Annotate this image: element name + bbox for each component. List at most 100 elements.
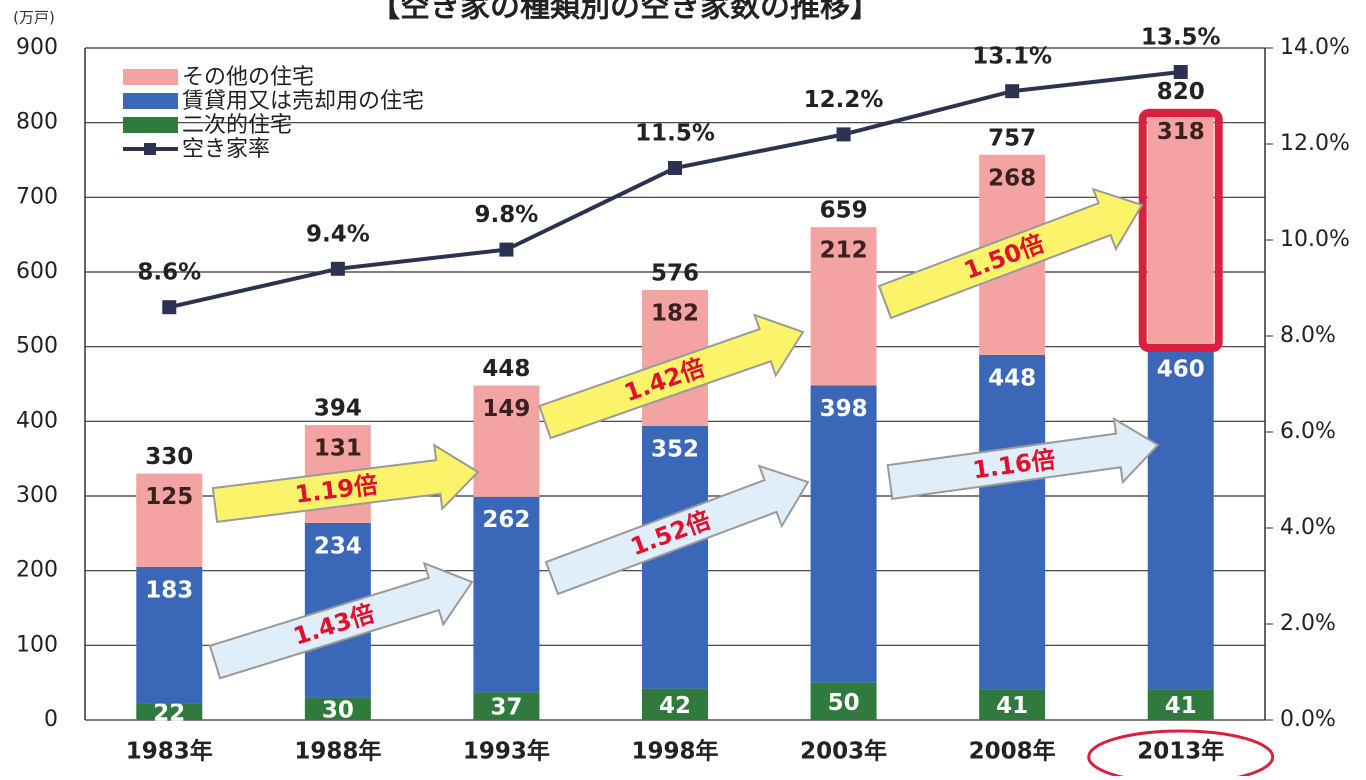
arrow-shape bbox=[208, 561, 474, 680]
rate-marker bbox=[330, 261, 345, 276]
y-tick-label: 600 bbox=[16, 259, 58, 284]
bar-value-label: 42 bbox=[659, 693, 691, 719]
rate-marker bbox=[1005, 84, 1020, 99]
bar-segment bbox=[1147, 689, 1214, 720]
rate-label: 9.4% bbox=[306, 221, 370, 247]
bar-value-label: 318 bbox=[1157, 119, 1205, 145]
rate-label: 13.1% bbox=[972, 44, 1052, 70]
legend-swatch bbox=[123, 69, 178, 85]
x-tick-label: 1988年 bbox=[294, 738, 381, 765]
bar-value-label: 22 bbox=[153, 700, 185, 726]
legend-marker bbox=[144, 143, 156, 155]
arrow-shape bbox=[211, 443, 480, 523]
y2-tick-label: 0.0% bbox=[1280, 707, 1336, 732]
legend-swatch bbox=[123, 93, 178, 109]
bar-value-label: 448 bbox=[988, 365, 1036, 391]
bar-segment bbox=[136, 703, 203, 720]
total-label: 448 bbox=[482, 356, 530, 382]
highlight-ellipse bbox=[1087, 729, 1275, 780]
x-tick-label: 1993年 bbox=[463, 738, 550, 765]
total-label: 394 bbox=[314, 396, 362, 422]
arrow-shape bbox=[538, 313, 805, 440]
bar-value-label: 182 bbox=[651, 300, 699, 326]
rate-label: 11.5% bbox=[635, 121, 715, 147]
bar-value-label: 149 bbox=[482, 396, 530, 422]
chart-title: 【空き家の種類別の空き家数の推移】 bbox=[370, 0, 880, 25]
bar-segment bbox=[473, 385, 540, 497]
bar-segment bbox=[810, 682, 877, 720]
arrow-shape bbox=[544, 464, 810, 596]
y-tick-label: 500 bbox=[16, 334, 58, 359]
arrow-shape bbox=[886, 416, 1160, 500]
rate-marker bbox=[162, 300, 177, 315]
bar-value-label: 262 bbox=[482, 507, 530, 533]
arrow-shape bbox=[877, 187, 1144, 320]
total-label: 330 bbox=[145, 444, 193, 470]
legend-label: その他の住宅 bbox=[182, 65, 314, 90]
bar-value-label: 183 bbox=[145, 577, 193, 603]
total-label: 576 bbox=[651, 260, 699, 286]
bar-value-label: 37 bbox=[490, 695, 522, 721]
bar-value-label: 460 bbox=[1157, 356, 1205, 382]
bar-value-label: 50 bbox=[828, 690, 860, 716]
rate-label: 13.5% bbox=[1141, 25, 1221, 51]
legend-label: 空き家率 bbox=[182, 137, 270, 162]
bar-segment bbox=[810, 227, 877, 386]
total-label: 757 bbox=[988, 125, 1036, 151]
y-axis-label: (万戸) bbox=[13, 9, 55, 27]
bar-segment bbox=[1147, 108, 1214, 346]
legend-label: 賃貸用又は売却用の住宅 bbox=[182, 89, 424, 114]
rate-label: 12.2% bbox=[804, 87, 884, 113]
y2-tick-label: 4.0% bbox=[1280, 515, 1336, 540]
bar-value-label: 398 bbox=[820, 396, 868, 422]
bar-segment bbox=[979, 689, 1046, 720]
rate-label: 9.8% bbox=[475, 202, 539, 228]
rate-label: 8.6% bbox=[137, 260, 201, 286]
highlight-box bbox=[1138, 109, 1223, 352]
bar-segment bbox=[136, 473, 203, 567]
y-tick-label: 900 bbox=[16, 35, 58, 60]
y-tick-label: 100 bbox=[16, 632, 58, 657]
bar-value-label: 352 bbox=[651, 436, 699, 462]
bar-value-label: 41 bbox=[996, 693, 1028, 719]
rate-marker bbox=[499, 242, 514, 257]
growth-arrow: 1.16倍 bbox=[886, 416, 1160, 500]
bar-segment bbox=[473, 692, 540, 720]
bar-segment bbox=[979, 354, 1046, 690]
legend-label: 二次的住宅 bbox=[182, 113, 292, 138]
bar-segment bbox=[810, 385, 877, 683]
y-tick-label: 400 bbox=[16, 408, 58, 433]
x-tick-label: 1983年 bbox=[126, 738, 213, 765]
y2-tick-label: 10.0% bbox=[1280, 227, 1350, 252]
y2-tick-label: 14.0% bbox=[1280, 35, 1350, 60]
bar-value-label: 212 bbox=[820, 238, 868, 264]
bar-value-label: 30 bbox=[322, 697, 354, 723]
legend-swatch bbox=[123, 117, 178, 133]
total-label: 659 bbox=[820, 198, 868, 224]
y-tick-label: 0 bbox=[44, 707, 58, 732]
bar-value-label: 131 bbox=[314, 436, 362, 462]
bar-value-label: 41 bbox=[1165, 693, 1197, 719]
y2-tick-label: 12.0% bbox=[1280, 131, 1350, 156]
bar-value-label: 268 bbox=[988, 165, 1036, 191]
x-tick-label: 1998年 bbox=[631, 738, 718, 765]
rate-marker bbox=[1173, 65, 1188, 79]
y-tick-label: 700 bbox=[16, 184, 58, 209]
x-tick-label: 2003年 bbox=[800, 738, 887, 765]
total-label: 820 bbox=[1157, 79, 1205, 105]
y-tick-label: 200 bbox=[16, 558, 58, 583]
y2-tick-label: 2.0% bbox=[1280, 611, 1336, 636]
x-tick-label: 2013年 bbox=[1137, 738, 1224, 765]
bar-segment bbox=[304, 697, 371, 720]
bar-segment bbox=[473, 496, 540, 693]
rate-marker bbox=[836, 127, 851, 142]
x-tick-label: 2008年 bbox=[969, 738, 1056, 765]
y2-tick-label: 8.0% bbox=[1280, 323, 1336, 348]
growth-arrow: 1.19倍 bbox=[211, 443, 480, 523]
bar-segment bbox=[1147, 345, 1214, 690]
y-tick-label: 300 bbox=[16, 483, 58, 508]
bar-value-label: 125 bbox=[145, 484, 193, 510]
